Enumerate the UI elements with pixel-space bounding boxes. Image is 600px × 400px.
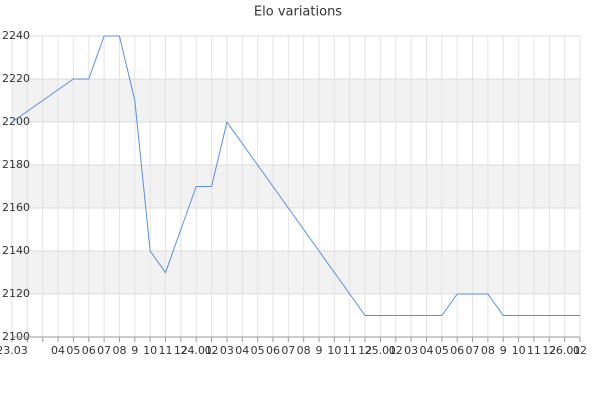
x-tick-label: 04	[419, 344, 433, 357]
y-tick-label: 2220	[2, 72, 30, 85]
band	[12, 79, 580, 122]
x-tick-label: 07	[97, 344, 111, 357]
y-tick-label: 2140	[2, 244, 30, 257]
x-tick-label: 03	[220, 344, 234, 357]
x-tick-label: 02	[205, 344, 219, 357]
x-tick-label: 9	[500, 344, 507, 357]
x-tick-label: 07	[281, 344, 295, 357]
bands	[12, 79, 580, 294]
x-tick-label: 10	[143, 344, 157, 357]
x-tick-label: 11	[527, 344, 541, 357]
y-tick-label: 2120	[2, 287, 30, 300]
x-tick-label: 11	[159, 344, 173, 357]
x-tick-label: 12	[174, 344, 188, 357]
x-tick-label: 9	[316, 344, 323, 357]
y-tick-label: 2200	[2, 115, 30, 128]
x-tick-label: 08	[297, 344, 311, 357]
x-tick-label: 05	[251, 344, 265, 357]
x-tick-label: 06	[450, 344, 464, 357]
x-tick-label: 9	[131, 344, 138, 357]
x-tick-label: 08	[481, 344, 495, 357]
x-tick-label: 03	[404, 344, 418, 357]
chart-title: Elo variations	[254, 5, 342, 20]
y-tick-label: 2240	[2, 29, 30, 42]
x-tick-label: 04	[51, 344, 65, 357]
x-tick-label: 06	[82, 344, 96, 357]
x-tick-label: 02	[389, 344, 403, 357]
series-line	[11, 35, 580, 316]
x-tick-label: 07	[466, 344, 480, 357]
x-tick-label: 26.01	[549, 344, 581, 357]
x-tick-label: 06	[266, 344, 280, 357]
band	[12, 251, 580, 294]
x-tick-label: 25.01	[365, 344, 397, 357]
x-tick-label: 04	[235, 344, 249, 357]
y-tick-label: 2180	[2, 158, 30, 171]
x-tick-label: 10	[327, 344, 341, 357]
x-tick-label: 05	[66, 344, 80, 357]
x-tick-label: 02	[573, 344, 587, 357]
x-tick-label: 23.03	[0, 344, 28, 357]
x-tick-label: 05	[435, 344, 449, 357]
x-tick-label: 24.01	[180, 344, 212, 357]
x-tick-label: 12	[358, 344, 372, 357]
y-tick-label: 2160	[2, 201, 30, 214]
x-tick-label: 10	[512, 344, 526, 357]
band	[12, 165, 580, 208]
x-tick-label: 11	[343, 344, 357, 357]
x-tick-label: 08	[112, 344, 126, 357]
x-tick-label: 12	[542, 344, 556, 357]
